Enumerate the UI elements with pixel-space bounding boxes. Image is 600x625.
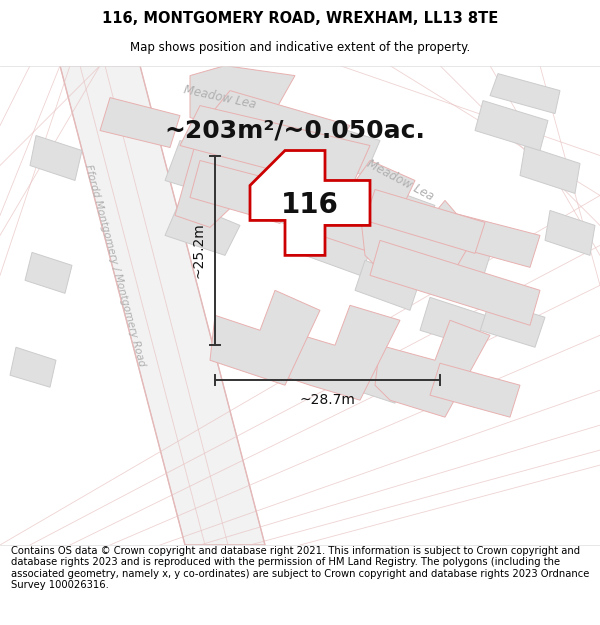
Polygon shape (420, 298, 485, 348)
Polygon shape (30, 136, 82, 181)
Polygon shape (545, 211, 595, 256)
Polygon shape (190, 161, 295, 223)
Text: Meadow Lea: Meadow Lea (364, 158, 436, 204)
Text: ~28.7m: ~28.7m (299, 393, 355, 408)
Polygon shape (375, 320, 490, 417)
Text: ~25.2m: ~25.2m (192, 222, 206, 278)
Text: 116: 116 (281, 191, 339, 219)
Text: Contains OS data © Crown copyright and database right 2021. This information is : Contains OS data © Crown copyright and d… (11, 546, 589, 591)
Polygon shape (10, 348, 56, 388)
Polygon shape (355, 261, 420, 310)
Text: ~203m²/~0.050ac.: ~203m²/~0.050ac. (164, 119, 425, 142)
Polygon shape (340, 353, 405, 403)
Polygon shape (490, 74, 560, 114)
Polygon shape (420, 238, 490, 288)
Polygon shape (230, 106, 310, 161)
Polygon shape (480, 301, 545, 348)
Polygon shape (360, 201, 475, 296)
Polygon shape (25, 253, 72, 293)
Polygon shape (245, 181, 320, 231)
Text: Ffordd Montgomery / Montgomery Road: Ffordd Montgomery / Montgomery Road (83, 163, 147, 368)
Polygon shape (275, 338, 340, 388)
Polygon shape (250, 151, 370, 256)
Polygon shape (280, 161, 415, 256)
Polygon shape (520, 146, 580, 194)
Polygon shape (190, 66, 295, 138)
Polygon shape (280, 305, 400, 400)
Polygon shape (100, 98, 180, 148)
Polygon shape (165, 201, 240, 256)
Polygon shape (365, 186, 435, 236)
Polygon shape (180, 106, 370, 191)
Polygon shape (430, 363, 520, 417)
Polygon shape (365, 189, 485, 253)
Polygon shape (475, 101, 548, 151)
Polygon shape (450, 213, 540, 268)
Polygon shape (165, 141, 245, 201)
Polygon shape (175, 91, 350, 228)
Polygon shape (300, 121, 380, 176)
Polygon shape (305, 221, 375, 276)
Text: Map shows position and indicative extent of the property.: Map shows position and indicative extent… (130, 41, 470, 54)
Text: 116, MONTGOMERY ROAD, WREXHAM, LL13 8TE: 116, MONTGOMERY ROAD, WREXHAM, LL13 8TE (102, 11, 498, 26)
Polygon shape (420, 360, 485, 407)
Text: Meadow Lea: Meadow Lea (182, 84, 257, 112)
Polygon shape (210, 291, 320, 385)
Polygon shape (60, 66, 265, 545)
Polygon shape (370, 241, 540, 325)
